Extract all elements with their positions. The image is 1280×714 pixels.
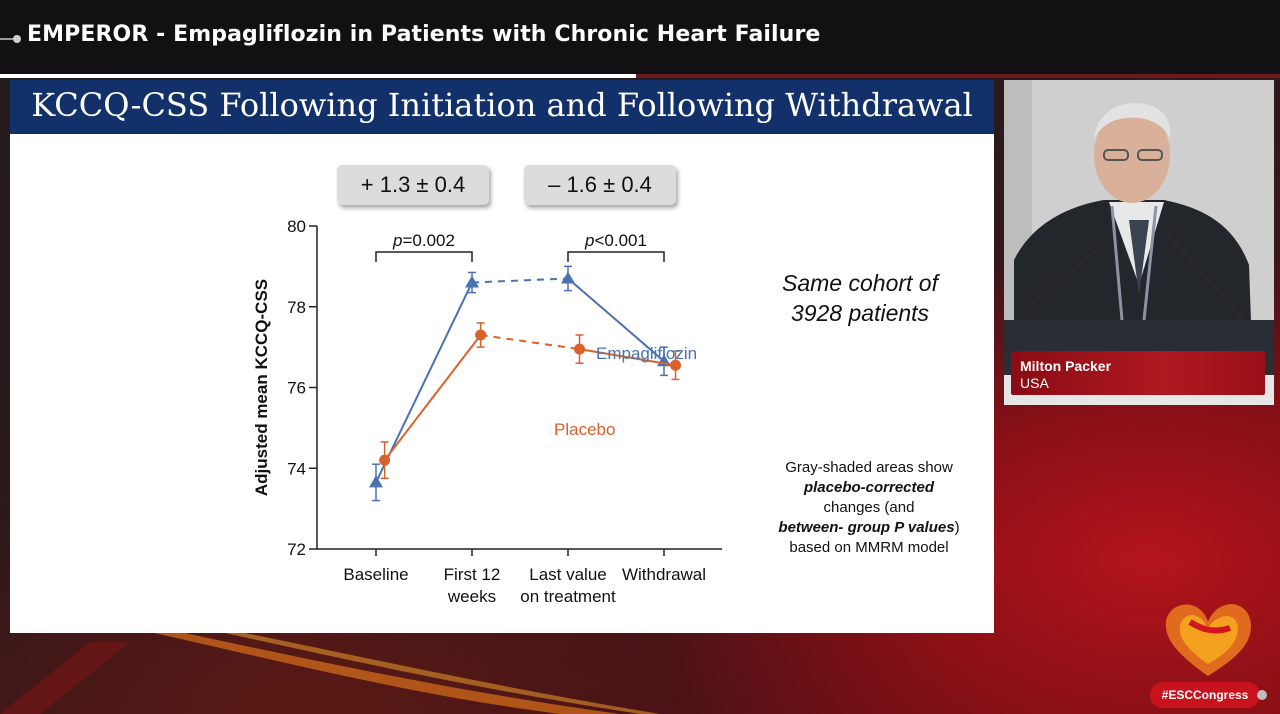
series-line-segment	[471, 277, 569, 284]
x-tick-label: Withdrawal	[622, 565, 706, 584]
broadcast-top-bar: EMPEROR - Empagliflozin in Patients with…	[0, 0, 1280, 76]
broadcast-title: EMPEROR - Empagliflozin in Patients with…	[27, 22, 821, 47]
data-point-marker	[574, 343, 586, 355]
series-label-empagliflozin: Empagliflozin	[596, 344, 697, 363]
slide-header: KCCQ-CSS Following Initiation and Follow…	[10, 80, 994, 134]
y-tick-label: 80	[287, 217, 306, 236]
note-line2: placebo-corrected	[803, 479, 935, 496]
progress-fill	[0, 74, 637, 78]
data-point-marker	[369, 475, 383, 488]
series-line-segment	[579, 348, 676, 367]
note-line1: Gray-shaded areas show	[785, 459, 953, 476]
series-label-placebo: Placebo	[554, 420, 615, 439]
speaker-name-plate: Milton Packer USA	[1011, 351, 1265, 395]
slide-title: KCCQ-CSS Following Initiation and Follow…	[31, 86, 973, 124]
p-value-initiation-bracket	[375, 251, 473, 262]
cohort-note: Same cohort of 3928 patients	[750, 268, 970, 328]
series-line-segment	[383, 334, 482, 461]
series-line-segment	[480, 334, 580, 351]
presentation-slide: KCCQ-CSS Following Initiation and Follow…	[10, 80, 994, 633]
cohort-note-line1: Same cohort of	[782, 270, 938, 296]
x-tick-label: Last value	[529, 565, 607, 584]
series-line-segment	[567, 277, 665, 363]
hashtag-dot-icon	[1257, 690, 1267, 700]
progress-track	[0, 74, 1280, 78]
y-tick-label: 74	[287, 459, 306, 478]
y-tick-label: 76	[287, 379, 306, 398]
decorative-swoosh	[0, 632, 660, 714]
data-point-marker	[670, 359, 682, 371]
kccq-line-chart: 72 74 76 78 80 Adjusted mean KCCQ-CSS Baseline…	[252, 217, 722, 606]
note-line5: based on MMRM model	[789, 539, 949, 556]
x-tick-label: Baseline	[343, 565, 408, 584]
note-line3: changes (and	[823, 499, 915, 516]
speaker-name: Milton Packer	[1020, 358, 1112, 374]
data-point-marker	[379, 454, 391, 466]
data-point-marker	[475, 329, 487, 341]
title-bullet-line	[0, 38, 14, 40]
p-value-withdrawal-label: p<0.001	[584, 231, 647, 250]
slide-body: + 1.3 ± 0.4 – 1.6 ± 0.4 Same cohort of 3…	[10, 134, 994, 633]
data-point-marker	[465, 275, 479, 288]
shaded-areas-note: Gray-shaded areas show placebo-corrected…	[754, 458, 984, 558]
data-point-marker	[561, 271, 575, 284]
note-line4-suffix: )	[954, 519, 960, 536]
x-tick-label: weeks	[447, 587, 496, 606]
y-tick-label: 78	[287, 298, 306, 317]
title-bullet-dot-icon	[13, 35, 21, 43]
badge-withdrawal-difference: – 1.6 ± 0.4	[524, 165, 676, 205]
x-tick-label: First 12	[444, 565, 501, 584]
note-line4: between- group P values	[778, 519, 955, 536]
x-tick-label: on treatment	[520, 587, 616, 606]
y-tick-label: 72	[287, 540, 306, 559]
speaker-country: USA	[1020, 375, 1049, 391]
badge-initiation-difference: + 1.3 ± 0.4	[337, 165, 489, 205]
p-value-initiation-label: p=0.002	[392, 231, 455, 250]
y-axis-title: Adjusted mean KCCQ-CSS	[252, 279, 271, 496]
hashtag-badge: #ESCCongress	[1150, 682, 1260, 708]
cohort-note-line2: 3928 patients	[790, 300, 930, 326]
heart-logo-icon	[1165, 604, 1252, 676]
p-value-withdrawal-bracket	[567, 251, 665, 262]
